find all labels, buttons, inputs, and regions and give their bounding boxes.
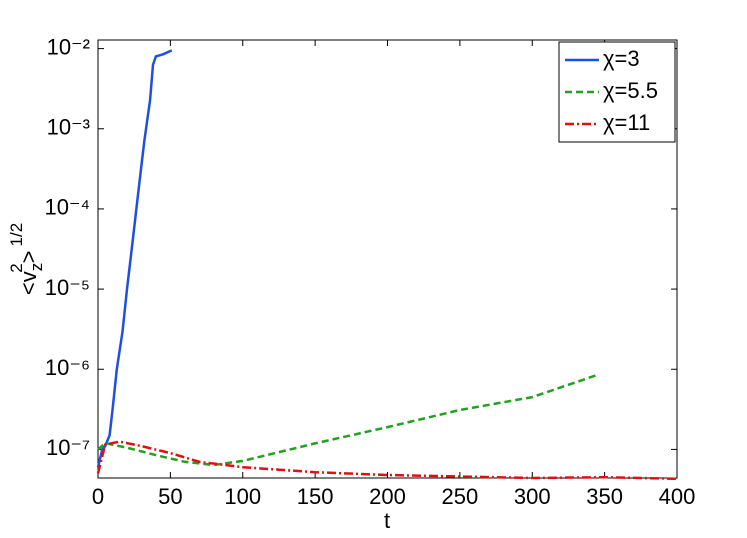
legend-label: χ=3 <box>603 46 640 71</box>
x-tick-label: 200 <box>369 484 406 509</box>
x-tick-label: 250 <box>442 484 479 509</box>
legend-label: χ=11 <box>603 110 650 135</box>
y-tick-label: 10⁻⁷ <box>46 435 90 460</box>
y-tick-label: 10⁻⁶ <box>45 355 90 380</box>
y-axis-label: <vz2>1/2 <box>7 223 46 295</box>
y-tick-label: 10⁻⁵ <box>45 275 90 300</box>
x-tick-label: 0 <box>92 484 104 509</box>
x-tick-label: 150 <box>297 484 334 509</box>
y-tick-label: 10⁻³ <box>47 115 90 140</box>
y-label-part: > <box>16 250 41 263</box>
x-tick-label: 100 <box>224 484 261 509</box>
x-tick-label: 350 <box>586 484 623 509</box>
y-tick-label: 10⁻² <box>47 34 90 59</box>
x-tick-label: 50 <box>158 484 182 509</box>
y-label-power: 1/2 <box>7 223 26 247</box>
y-label-sub: z <box>27 263 46 272</box>
y-tick-label: 10⁻⁴ <box>44 195 90 220</box>
x-tick-label: 300 <box>514 484 551 509</box>
x-tick-label: 400 <box>659 484 696 509</box>
line-series <box>96 440 678 481</box>
x-axis-label: t <box>384 508 390 533</box>
line-series <box>96 49 173 468</box>
line-series <box>97 373 598 467</box>
y-label-sup: 2 <box>7 263 26 272</box>
legend-label: χ=5.5 <box>603 78 658 103</box>
y-label-part: <v <box>16 271 41 295</box>
